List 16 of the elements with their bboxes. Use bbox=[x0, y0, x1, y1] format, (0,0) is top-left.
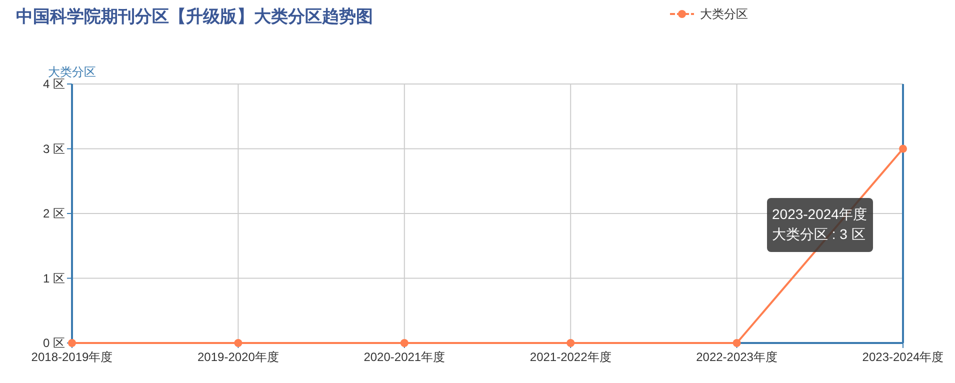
x-tick-label: 2021-2022年度 bbox=[530, 350, 612, 364]
x-tick-label: 2022-2023年度 bbox=[696, 350, 778, 364]
x-tick-label: 2018-2019年度 bbox=[31, 350, 113, 364]
x-tick-label: 2023-2024年度 bbox=[862, 350, 944, 364]
y-tick-label: 2 区 bbox=[42, 206, 65, 220]
y-axis-title: 大类分区 bbox=[48, 65, 96, 79]
x-tick-label: 2020-2021年度 bbox=[364, 350, 446, 364]
annotation: 2023-2024年度 bbox=[772, 206, 867, 222]
annotation: 大类分区 : 3 区 bbox=[772, 226, 866, 242]
chart-title: 中国科学院期刊分区【升级版】大类分区趋势图 bbox=[16, 7, 373, 26]
y-tick-label: 0 区 bbox=[42, 336, 65, 350]
legend-label: 大类分区 bbox=[700, 7, 748, 21]
y-tick-label: 4 区 bbox=[42, 77, 65, 91]
y-tick-label: 1 区 bbox=[42, 271, 65, 286]
y-tick-label: 3 区 bbox=[42, 142, 65, 156]
x-tick-label: 2019-2020年度 bbox=[198, 350, 279, 364]
